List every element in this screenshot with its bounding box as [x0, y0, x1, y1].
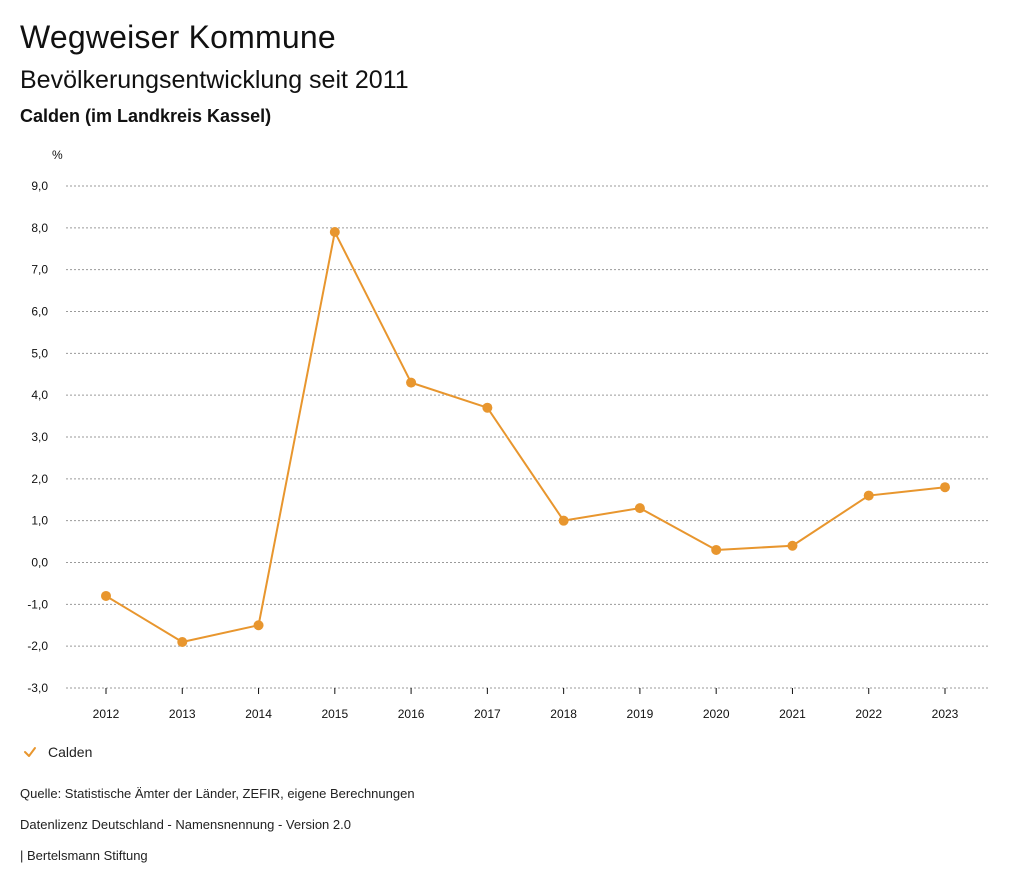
- y-tick-label: -2,0: [27, 639, 48, 653]
- y-tick-label: 7,0: [31, 263, 48, 277]
- x-tick-label: 2016: [398, 707, 425, 721]
- data-point-2018: [558, 515, 569, 526]
- data-point-2012: [101, 590, 111, 601]
- data-point-2015: [329, 227, 340, 238]
- x-tick-label: 2023: [932, 707, 959, 721]
- data-point-2014: [253, 620, 264, 631]
- x-tick-label: 2018: [550, 707, 577, 721]
- y-tick-label: 0,0: [31, 556, 48, 570]
- y-tick-label: 6,0: [31, 305, 48, 319]
- y-tick-label: 3,0: [31, 430, 48, 444]
- legend[interactable]: Calden: [22, 744, 92, 760]
- data-point-2017: [482, 402, 493, 413]
- legend-label: Calden: [48, 744, 93, 760]
- x-tick-label: 2020: [703, 707, 730, 721]
- data-point-2022: [863, 490, 874, 501]
- x-tick-label: 2015: [321, 707, 348, 721]
- data-point-2021: [787, 540, 798, 551]
- page-title: Wegweiser Kommune: [20, 19, 336, 55]
- chart-subtitle: Bevölkerungsentwicklung seit 2011: [20, 66, 409, 94]
- x-tick-label: 2022: [855, 707, 882, 721]
- data-point-2023: [940, 482, 950, 493]
- y-tick-label: 2,0: [31, 472, 48, 486]
- legend-check-icon: [24, 747, 36, 757]
- region-title: Calden (im Landkreis Kassel): [20, 106, 272, 126]
- x-tick-label: 2012: [93, 707, 120, 721]
- y-tick-label: 8,0: [31, 221, 48, 235]
- x-tick-label: 2013: [169, 707, 196, 721]
- series-line-calden: [105, 231, 946, 643]
- x-tick-label: 2019: [627, 707, 654, 721]
- y-tick-label: 4,0: [31, 388, 48, 402]
- data-point-2020: [711, 544, 722, 555]
- y-tick-label: 5,0: [31, 346, 48, 360]
- x-tick-label: 2014: [245, 707, 272, 721]
- data-point-2013: [177, 636, 188, 647]
- x-tick-label: 2021: [779, 707, 806, 721]
- y-tick-label: -1,0: [27, 597, 48, 611]
- data-point-2019: [634, 503, 645, 514]
- x-tick-label: 2017: [474, 707, 501, 721]
- y-axis-unit-label: %: [52, 148, 63, 162]
- source-note: Quelle: Statistische Ämter der Länder, Z…: [20, 786, 415, 801]
- y-tick-label: 1,0: [31, 514, 48, 528]
- license-note: Datenlizenz Deutschland - Namensnennung …: [20, 817, 351, 832]
- data-point-2016: [406, 377, 417, 388]
- y-tick-label: -3,0: [27, 681, 48, 695]
- y-tick-label: 9,0: [31, 179, 48, 193]
- publisher-note: | Bertelsmann Stiftung: [20, 848, 148, 863]
